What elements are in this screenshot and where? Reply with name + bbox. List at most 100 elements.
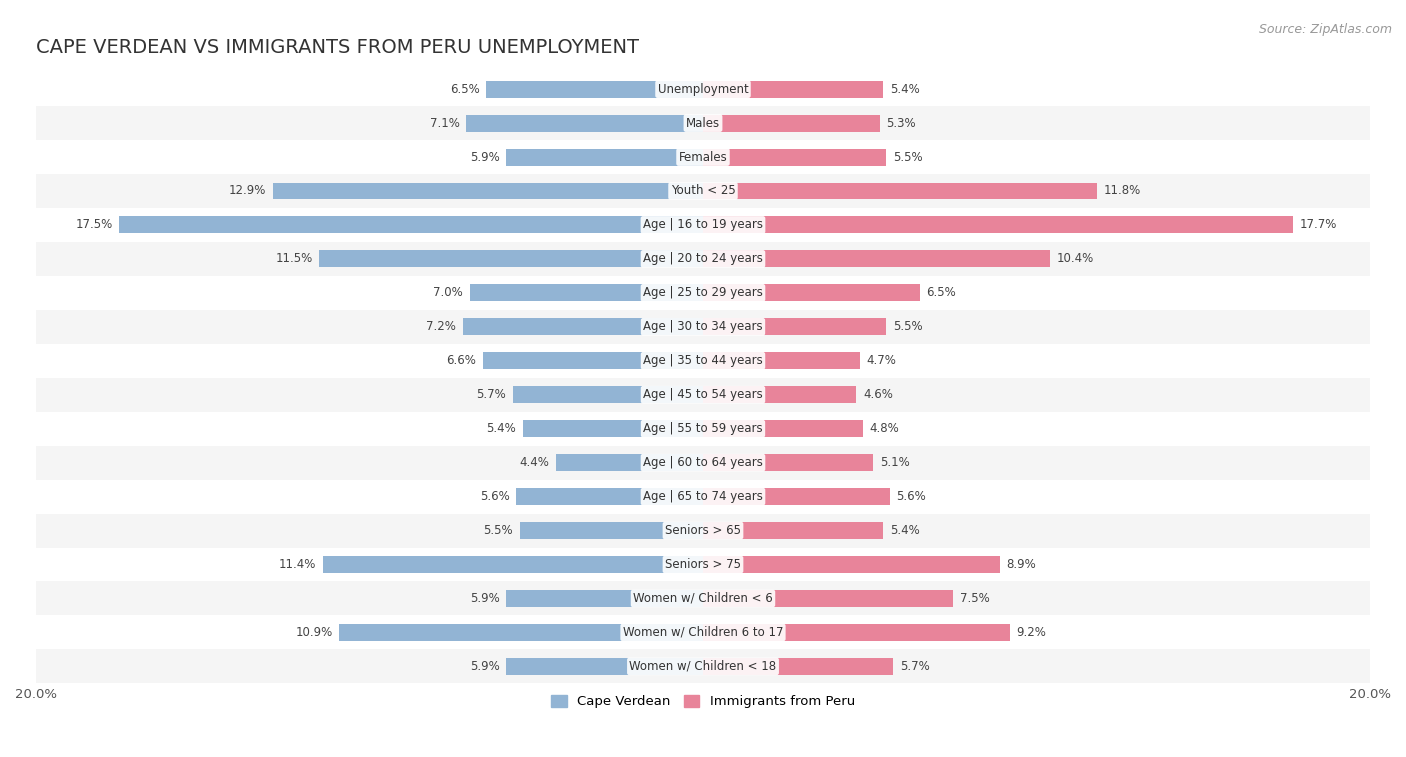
Bar (703, 590, 953, 607)
Text: Women w/ Children < 6: Women w/ Children < 6 (633, 592, 773, 605)
Text: Age | 55 to 59 years: Age | 55 to 59 years (643, 422, 763, 435)
Bar (37, 208, 1369, 242)
Text: 8.9%: 8.9% (1007, 558, 1036, 571)
Bar (703, 556, 1000, 573)
Text: 11.4%: 11.4% (278, 558, 316, 571)
Text: 5.3%: 5.3% (886, 117, 917, 129)
Bar (703, 658, 893, 674)
Bar (703, 319, 886, 335)
Text: 5.9%: 5.9% (470, 151, 499, 164)
Bar (37, 650, 1369, 684)
Text: Age | 45 to 54 years: Age | 45 to 54 years (643, 388, 763, 401)
Bar (486, 81, 703, 98)
Bar (37, 378, 1369, 412)
Text: 5.5%: 5.5% (893, 320, 922, 333)
Bar (273, 182, 703, 200)
Text: 17.5%: 17.5% (76, 219, 112, 232)
Text: Seniors > 65: Seniors > 65 (665, 524, 741, 537)
Text: 7.5%: 7.5% (960, 592, 990, 605)
Bar (703, 386, 856, 403)
Bar (482, 352, 703, 369)
Bar (319, 251, 703, 267)
Text: Age | 16 to 19 years: Age | 16 to 19 years (643, 219, 763, 232)
Text: Age | 60 to 64 years: Age | 60 to 64 years (643, 456, 763, 469)
Text: 5.6%: 5.6% (479, 490, 509, 503)
Bar (703, 522, 883, 539)
Bar (703, 251, 1050, 267)
Text: 11.8%: 11.8% (1104, 185, 1140, 198)
Text: Seniors > 75: Seniors > 75 (665, 558, 741, 571)
Text: 4.4%: 4.4% (520, 456, 550, 469)
Text: 6.5%: 6.5% (450, 83, 479, 95)
Bar (703, 352, 859, 369)
Bar (703, 148, 886, 166)
Bar (37, 174, 1369, 208)
Text: 5.4%: 5.4% (890, 524, 920, 537)
Bar (463, 319, 703, 335)
Text: 5.9%: 5.9% (470, 592, 499, 605)
Text: 5.1%: 5.1% (880, 456, 910, 469)
Bar (703, 624, 1010, 641)
Text: 6.5%: 6.5% (927, 286, 956, 299)
Text: Age | 25 to 29 years: Age | 25 to 29 years (643, 286, 763, 299)
Bar (506, 590, 703, 607)
Bar (339, 624, 703, 641)
Text: 11.5%: 11.5% (276, 252, 312, 266)
Bar (513, 386, 703, 403)
Text: 10.4%: 10.4% (1056, 252, 1094, 266)
Text: Age | 30 to 34 years: Age | 30 to 34 years (643, 320, 763, 333)
Text: 12.9%: 12.9% (229, 185, 266, 198)
Bar (323, 556, 703, 573)
Bar (523, 420, 703, 438)
Text: Source: ZipAtlas.com: Source: ZipAtlas.com (1258, 23, 1392, 36)
Text: 10.9%: 10.9% (295, 626, 333, 639)
Text: Youth < 25: Youth < 25 (671, 185, 735, 198)
Text: 9.2%: 9.2% (1017, 626, 1046, 639)
Text: Women w/ Children < 18: Women w/ Children < 18 (630, 660, 776, 673)
Bar (37, 480, 1369, 513)
Text: CAPE VERDEAN VS IMMIGRANTS FROM PERU UNEMPLOYMENT: CAPE VERDEAN VS IMMIGRANTS FROM PERU UNE… (37, 38, 638, 57)
Text: 7.0%: 7.0% (433, 286, 463, 299)
Bar (37, 276, 1369, 310)
Text: 4.7%: 4.7% (866, 354, 896, 367)
Bar (520, 522, 703, 539)
Bar (37, 140, 1369, 174)
Bar (120, 217, 703, 233)
Text: 5.5%: 5.5% (484, 524, 513, 537)
Legend: Cape Verdean, Immigrants from Peru: Cape Verdean, Immigrants from Peru (546, 690, 860, 713)
Bar (703, 114, 880, 132)
Text: Women w/ Children 6 to 17: Women w/ Children 6 to 17 (623, 626, 783, 639)
Text: 7.2%: 7.2% (426, 320, 456, 333)
Bar (37, 72, 1369, 106)
Bar (703, 217, 1294, 233)
Bar (703, 488, 890, 505)
Bar (37, 106, 1369, 140)
Text: 5.4%: 5.4% (890, 83, 920, 95)
Text: Unemployment: Unemployment (658, 83, 748, 95)
Text: 17.7%: 17.7% (1301, 219, 1337, 232)
Bar (37, 412, 1369, 446)
Bar (37, 242, 1369, 276)
Bar (703, 420, 863, 438)
Text: 4.8%: 4.8% (870, 422, 900, 435)
Bar (37, 310, 1369, 344)
Text: Males: Males (686, 117, 720, 129)
Bar (557, 454, 703, 471)
Bar (506, 658, 703, 674)
Bar (37, 513, 1369, 547)
Text: 7.1%: 7.1% (430, 117, 460, 129)
Text: 5.6%: 5.6% (897, 490, 927, 503)
Bar (703, 454, 873, 471)
Bar (703, 182, 1097, 200)
Bar (37, 547, 1369, 581)
Text: 5.5%: 5.5% (893, 151, 922, 164)
Bar (37, 344, 1369, 378)
Bar (37, 446, 1369, 480)
Text: 5.7%: 5.7% (900, 660, 929, 673)
Text: Age | 20 to 24 years: Age | 20 to 24 years (643, 252, 763, 266)
Bar (703, 81, 883, 98)
Text: 5.4%: 5.4% (486, 422, 516, 435)
Bar (37, 581, 1369, 615)
Bar (506, 148, 703, 166)
Text: 5.9%: 5.9% (470, 660, 499, 673)
